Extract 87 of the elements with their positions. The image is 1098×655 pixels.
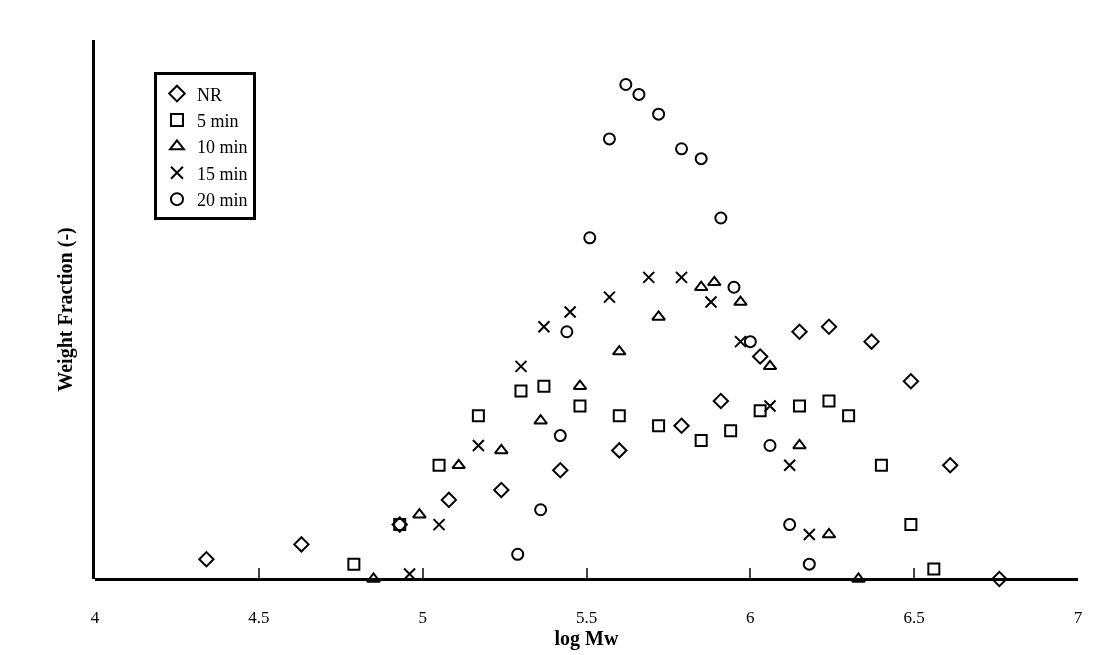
point bbox=[851, 572, 866, 583]
point bbox=[802, 557, 816, 571]
point bbox=[611, 442, 628, 459]
point bbox=[673, 417, 690, 434]
point bbox=[347, 557, 361, 571]
point bbox=[902, 373, 920, 390]
point bbox=[783, 458, 797, 472]
point bbox=[714, 211, 728, 225]
point bbox=[537, 379, 551, 393]
point bbox=[652, 107, 666, 121]
point bbox=[927, 562, 941, 576]
point bbox=[733, 295, 748, 306]
point bbox=[602, 132, 616, 146]
point bbox=[553, 429, 567, 443]
point bbox=[904, 518, 918, 532]
point bbox=[583, 231, 597, 245]
x-tick-label: 4 bbox=[90, 608, 100, 628]
point bbox=[792, 399, 806, 413]
point bbox=[791, 323, 808, 340]
point bbox=[675, 270, 689, 284]
point bbox=[198, 551, 215, 568]
point bbox=[511, 547, 525, 561]
point bbox=[642, 270, 656, 284]
point bbox=[792, 438, 807, 450]
point bbox=[602, 290, 616, 304]
point bbox=[706, 275, 722, 287]
point bbox=[563, 305, 577, 319]
point bbox=[366, 572, 381, 583]
point bbox=[724, 424, 738, 438]
point bbox=[704, 295, 718, 309]
legend-label: 15 min bbox=[196, 163, 248, 184]
point bbox=[412, 508, 427, 519]
legend-label: NR bbox=[196, 84, 222, 105]
point bbox=[991, 570, 1008, 588]
point bbox=[514, 359, 528, 373]
point bbox=[471, 438, 485, 452]
point bbox=[694, 152, 708, 166]
point bbox=[440, 491, 458, 509]
point bbox=[573, 399, 587, 413]
x-tick-label: 5.5 bbox=[575, 608, 598, 628]
point bbox=[753, 404, 767, 418]
point bbox=[694, 434, 708, 448]
point bbox=[763, 438, 777, 452]
point bbox=[534, 503, 548, 517]
point bbox=[432, 458, 446, 472]
point bbox=[493, 443, 509, 455]
point bbox=[619, 78, 633, 91]
point bbox=[537, 320, 551, 334]
point bbox=[863, 333, 880, 350]
point bbox=[471, 409, 485, 423]
point bbox=[451, 458, 467, 470]
x-axis-title: log Mw bbox=[554, 627, 619, 651]
point bbox=[783, 518, 797, 532]
point bbox=[842, 409, 856, 423]
point bbox=[942, 457, 959, 474]
point bbox=[727, 280, 741, 294]
x-tick-label: 5 bbox=[418, 608, 427, 628]
point bbox=[612, 409, 626, 423]
point bbox=[514, 384, 528, 398]
point bbox=[552, 462, 569, 479]
point bbox=[734, 335, 747, 349]
point bbox=[763, 399, 777, 413]
point bbox=[675, 142, 689, 156]
point bbox=[432, 518, 446, 532]
y-axis-title: Weight Fraction (-) bbox=[53, 227, 77, 392]
point bbox=[743, 335, 757, 349]
point bbox=[493, 481, 510, 499]
point bbox=[652, 419, 666, 433]
legend-label: 5 min bbox=[196, 110, 239, 131]
x-tick-label: 7 bbox=[1073, 608, 1083, 628]
point bbox=[293, 536, 310, 553]
point bbox=[802, 528, 816, 541]
point bbox=[651, 310, 666, 321]
point bbox=[752, 348, 769, 365]
point bbox=[632, 87, 646, 101]
point bbox=[874, 458, 888, 472]
point bbox=[712, 392, 729, 410]
point bbox=[822, 394, 836, 408]
point bbox=[533, 414, 548, 425]
point bbox=[820, 318, 838, 335]
x-tick-label: 4.5 bbox=[248, 608, 270, 628]
point bbox=[560, 325, 574, 339]
legend-label: 10 min bbox=[196, 137, 248, 158]
x-tick-label: 6.5 bbox=[903, 608, 925, 628]
x-tick-label: 6 bbox=[746, 608, 755, 628]
legend-label: 20 min bbox=[196, 190, 248, 211]
point bbox=[762, 359, 778, 371]
